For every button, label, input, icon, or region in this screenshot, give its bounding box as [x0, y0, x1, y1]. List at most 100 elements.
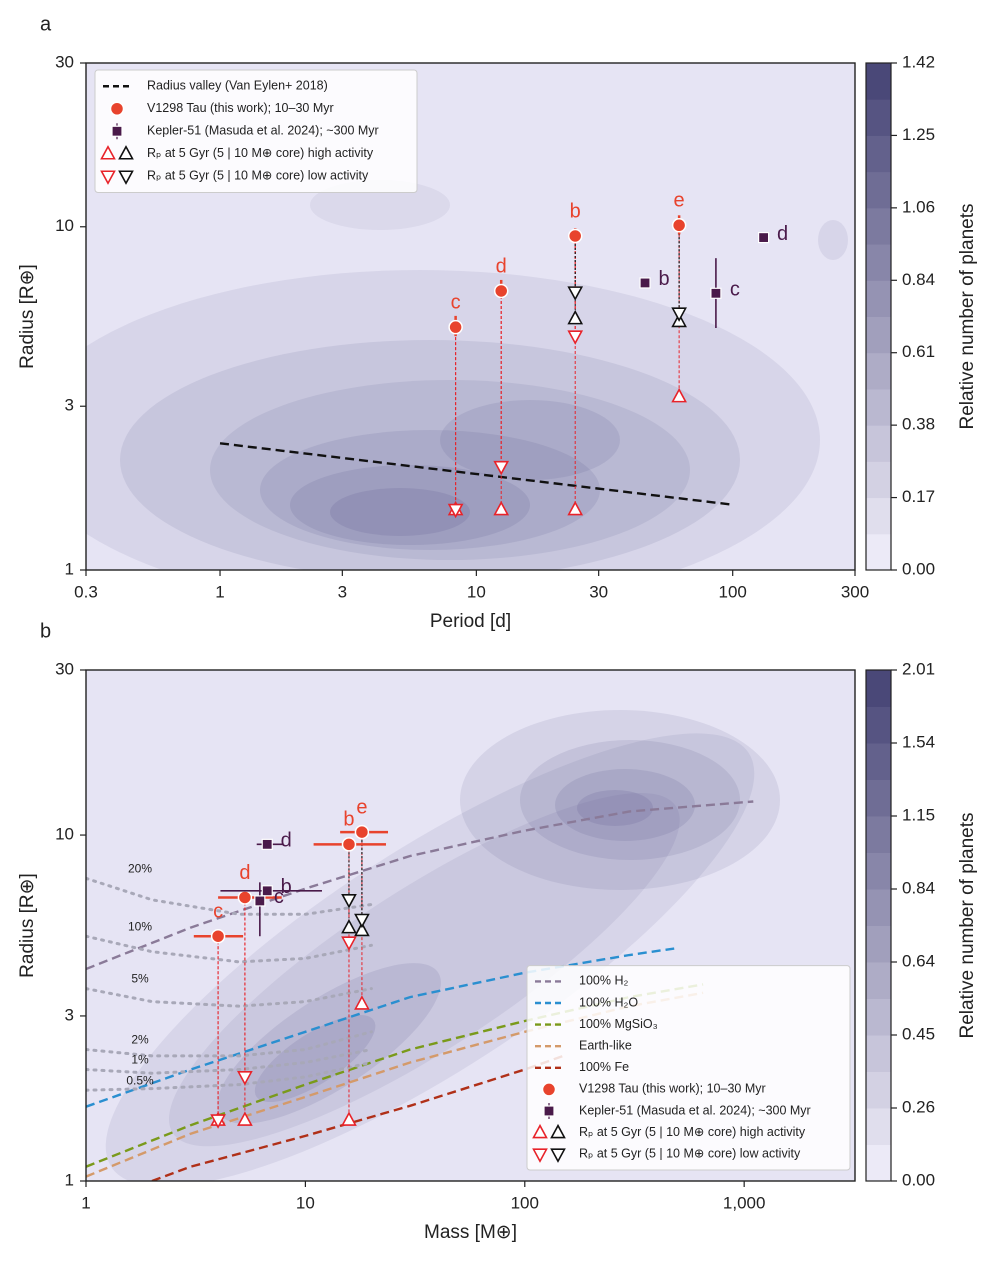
colorbar-band: [866, 779, 891, 817]
colorbar-band: [866, 352, 891, 390]
legend-swatch: [541, 1082, 557, 1097]
colorbar-band: [866, 1144, 891, 1182]
point: [639, 277, 651, 289]
legend-swatch: [100, 145, 116, 160]
point-label: d: [777, 223, 788, 245]
point: [341, 1111, 357, 1126]
colorbar-tick-label: 1.06: [902, 197, 935, 216]
legend-label: Rₚ at 5 Gyr (5 | 10 M⊕ core) high activi…: [579, 1125, 806, 1139]
y-tick-label: 1: [65, 559, 74, 578]
point-label: c: [730, 279, 740, 301]
legend-label: Kepler-51 (Masuda et al. 2024); ~300 Myr: [579, 1103, 811, 1117]
colorbar-tick-label: 1.54: [902, 732, 935, 751]
legend-label: 100% H₂: [579, 974, 628, 988]
y-tick-label: 3: [65, 396, 74, 415]
colorbar-band: [866, 816, 891, 853]
x-axis-label: Period [d]: [430, 611, 511, 632]
curve-label: 0.5%: [126, 1073, 154, 1087]
point-label: d: [496, 255, 507, 277]
point: [567, 286, 584, 301]
point-label: c: [274, 886, 284, 908]
x-tick-label: 3: [338, 582, 347, 601]
colorbar-label: Relative number of planets: [957, 203, 978, 429]
colorbar-band: [866, 207, 891, 245]
colorbar-band: [866, 63, 891, 100]
point: [447, 503, 464, 519]
colorbar-frame: [865, 62, 892, 571]
colorbar-band: [866, 1071, 891, 1109]
colorbar-tick-label: 0.64: [902, 951, 935, 970]
colorbar-band: [866, 925, 891, 963]
colorbar-tick-label: 0.61: [902, 342, 935, 361]
point: [261, 838, 273, 850]
colorbar-band: [866, 743, 891, 780]
colorbar-band: [866, 280, 891, 317]
point-label: b: [570, 200, 581, 222]
colorbar-band: [866, 1035, 891, 1072]
colorbar-tick-label: 2.01: [902, 659, 935, 678]
legend-swatch: [543, 1105, 555, 1117]
colorbar-tick-label: 1.25: [902, 125, 935, 144]
legend-label: 100% Fe: [579, 1060, 629, 1074]
curve: [86, 983, 704, 1168]
point: [341, 893, 357, 909]
legend-box: [526, 965, 851, 1171]
point: [567, 330, 584, 345]
x-tick-label: 1: [81, 1193, 90, 1212]
legend-swatch: [118, 170, 134, 185]
density-contours: [86, 180, 848, 570]
legend-swatch: [109, 101, 125, 116]
colorbar-band: [866, 99, 891, 136]
curve: [86, 947, 675, 1108]
curve: [86, 800, 754, 971]
legend-swatch: [532, 1123, 548, 1139]
point: [493, 500, 510, 516]
point: [710, 287, 722, 299]
curve-label: 2%: [131, 1033, 149, 1047]
curve: [86, 1048, 373, 1075]
point: [671, 307, 687, 322]
colorbar-frame: [865, 669, 892, 1182]
curve: [86, 1061, 373, 1092]
x-tick-label: 100: [719, 582, 747, 601]
legend-label: Radius valley (Van Eylen+ 2018): [147, 79, 328, 93]
legend-label: Rₚ at 5 Gyr (5 | 10 M⊕ core) high activi…: [147, 146, 374, 160]
legend-label: 100% H₂O: [579, 995, 638, 1009]
x-tick-label: 100: [511, 1193, 539, 1212]
legend-label: Kepler-51 (Masuda et al. 2024); ~300 Myr: [147, 124, 379, 138]
colorbar-band: [866, 998, 891, 1036]
colorbar-tick-label: 0.45: [902, 1024, 935, 1043]
point: [354, 913, 370, 929]
colorbar-tick-label: 1.42: [902, 52, 935, 71]
x-tick-label: 1,000: [723, 1193, 766, 1212]
point-label: d: [281, 830, 292, 852]
legend-label: Rₚ at 5 Gyr (5 | 10 M⊕ core) low activit…: [579, 1146, 801, 1160]
legend-label: V1298 Tau (this work); 10–30 Myr: [579, 1082, 766, 1096]
point: [261, 885, 273, 897]
x-axis-label: Mass [M⊕]: [424, 1222, 517, 1243]
point: [237, 890, 253, 905]
colorbar-tick-label: 1.15: [902, 805, 935, 824]
colorbar-tick-label: 0.26: [902, 1097, 935, 1116]
curve: [86, 987, 373, 1008]
colorbar-band: [866, 962, 891, 999]
y-axis-label: Radius [R⊕]: [17, 264, 38, 369]
y-tick-label: 30: [55, 52, 74, 71]
point: [341, 918, 357, 934]
point-label: c: [451, 291, 461, 313]
colorbar-band: [866, 316, 891, 354]
plot-frame: [85, 62, 856, 571]
x-tick-label: 1: [215, 582, 224, 601]
point: [341, 837, 357, 852]
point: [354, 995, 370, 1010]
colorbar-band: [866, 889, 891, 926]
legend-label: Earth-like: [579, 1038, 632, 1052]
point: [448, 319, 463, 335]
y-tick-label: 30: [55, 659, 74, 678]
colorbar-band: [866, 388, 891, 426]
point: [210, 1114, 226, 1129]
point: [671, 387, 687, 403]
legend-label: 100% MgSiO₃: [579, 1017, 658, 1031]
colorbar-tick-label: 0.00: [902, 1170, 935, 1189]
